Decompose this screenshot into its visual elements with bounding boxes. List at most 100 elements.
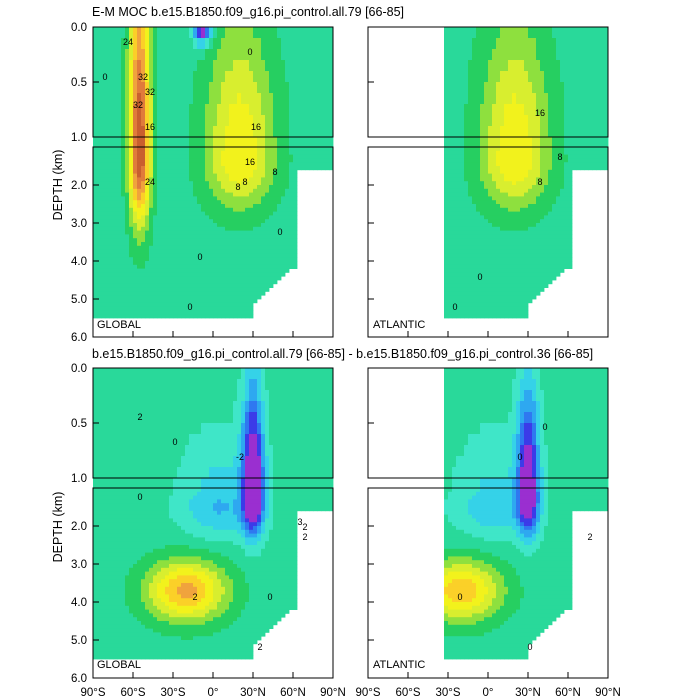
field-cell <box>105 590 110 595</box>
field-cell <box>524 249 529 254</box>
field-cell <box>277 192 282 197</box>
field-cell <box>197 126 202 138</box>
field-cell <box>305 126 310 138</box>
field-cell <box>121 150 126 155</box>
field-cell <box>552 242 557 247</box>
field-cell <box>129 226 134 231</box>
field-cell <box>97 238 102 243</box>
field-cell <box>117 169 122 174</box>
field-cell <box>185 230 190 235</box>
field-cell <box>137 238 142 243</box>
field-cell <box>101 445 106 457</box>
field-cell <box>165 211 170 216</box>
field-cell <box>528 257 533 262</box>
field-cell <box>496 272 501 277</box>
field-cell <box>496 230 501 235</box>
field-cell <box>101 609 106 614</box>
field-cell <box>157 154 162 159</box>
field-cell <box>109 613 114 618</box>
field-cell <box>125 166 130 171</box>
field-cell <box>548 249 553 254</box>
field-cell <box>448 242 453 247</box>
field-cell <box>468 268 473 273</box>
field-cell <box>564 192 569 197</box>
field-cell <box>472 261 477 266</box>
field-cell <box>229 291 234 296</box>
field-cell <box>444 291 449 296</box>
field-cell <box>480 196 485 201</box>
field-cell <box>157 173 162 178</box>
field-cell <box>181 200 186 205</box>
field-cell <box>460 169 465 174</box>
field-cell <box>257 249 262 254</box>
field-cell <box>237 181 242 186</box>
field-cell <box>101 401 106 413</box>
field-cell <box>145 261 150 266</box>
field-cell <box>484 150 489 155</box>
field-cell <box>125 93 130 105</box>
field-cell <box>253 238 258 243</box>
field-cell <box>476 280 481 285</box>
field-cell <box>145 38 150 50</box>
field-cell <box>233 162 238 167</box>
field-cell <box>161 253 166 258</box>
field-cell <box>500 181 505 186</box>
field-cell <box>113 467 118 479</box>
field-cell <box>512 215 517 220</box>
field-cell <box>97 379 102 391</box>
field-cell <box>129 169 134 174</box>
field-cell <box>93 613 98 618</box>
field-cell <box>149 177 154 182</box>
field-cell <box>97 137 102 152</box>
field-cell <box>177 60 182 72</box>
field-cell <box>456 169 461 174</box>
field-cell <box>516 257 521 262</box>
field-cell <box>512 310 517 315</box>
field-cell <box>241 200 246 205</box>
field-cell <box>532 283 537 288</box>
field-cell <box>93 234 98 239</box>
field-cell <box>556 82 561 94</box>
field-cell <box>165 283 170 288</box>
field-cell <box>113 306 118 311</box>
field-cell <box>101 82 106 94</box>
field-cell <box>448 93 453 105</box>
field-cell <box>596 60 601 72</box>
field-cell <box>257 137 262 152</box>
field-cell <box>113 200 118 205</box>
field-cell <box>113 204 118 209</box>
field-cell <box>101 162 106 167</box>
field-cell <box>133 238 138 243</box>
field-cell <box>97 510 102 515</box>
field-cell <box>101 564 106 569</box>
field-cell <box>137 257 142 262</box>
field-cell <box>93 306 98 311</box>
field-cell <box>560 169 565 174</box>
field-cell <box>584 60 589 72</box>
field-cell <box>464 310 469 315</box>
field-cell <box>153 261 158 266</box>
field-cell <box>524 126 529 138</box>
field-cell <box>444 215 449 220</box>
field-cell <box>145 71 150 83</box>
field-cell <box>576 162 581 167</box>
field-cell <box>552 115 557 127</box>
field-cell <box>109 299 114 304</box>
field-cell <box>269 238 274 243</box>
field-cell <box>157 215 162 220</box>
field-cell <box>177 291 182 296</box>
field-cell <box>512 253 517 258</box>
field-cell <box>181 302 186 307</box>
field-cell <box>97 434 102 446</box>
field-cell <box>201 242 206 247</box>
field-cell <box>161 150 166 155</box>
field-cell <box>245 257 250 262</box>
field-cell <box>480 234 485 239</box>
field-cell <box>464 219 469 224</box>
field-cell <box>145 207 150 212</box>
field-cell <box>488 230 493 235</box>
field-cell <box>109 632 114 637</box>
field-cell <box>281 158 286 163</box>
field-cell <box>584 158 589 163</box>
field-cell <box>93 434 98 446</box>
